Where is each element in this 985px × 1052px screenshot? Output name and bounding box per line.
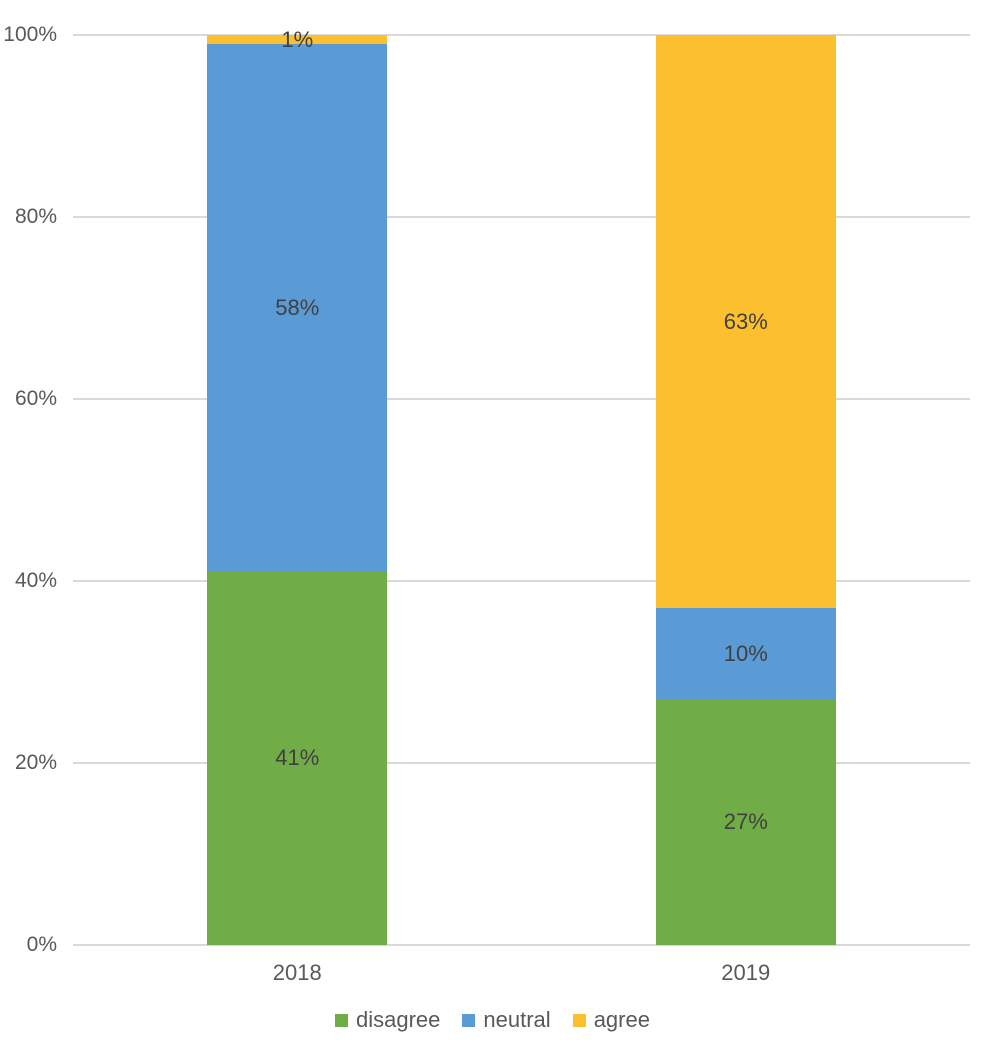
- y-tick-label: 60%: [14, 387, 57, 410]
- bar-segment-neutral: [655, 608, 836, 700]
- gridline: [73, 34, 970, 36]
- x-category-label: 2019: [721, 960, 771, 985]
- legend-label: disagree: [356, 1007, 441, 1032]
- y-tick-label: 40%: [14, 569, 57, 592]
- segment-data-label: 63%: [723, 308, 768, 334]
- x-category-label: 2018: [272, 960, 322, 985]
- segment-data-label: 1%: [281, 26, 314, 52]
- y-tick-label: 20%: [14, 751, 57, 774]
- gridline: [73, 398, 970, 400]
- bar-segment-neutral: [207, 44, 388, 572]
- legend-item-neutral: neutral: [462, 1006, 551, 1034]
- gridline: [73, 762, 970, 764]
- bar-segment-agree: [207, 35, 388, 45]
- legend: disagree neutral agree: [0, 1006, 985, 1034]
- legend-swatch-icon: [335, 1013, 349, 1027]
- bar-segment-agree: [655, 35, 836, 609]
- y-tick-label: 0%: [26, 933, 57, 956]
- legend-swatch-icon: [572, 1013, 586, 1027]
- bar-segment-disagree: [207, 571, 388, 945]
- bar-segment-disagree: [655, 699, 836, 945]
- gridline: [73, 216, 970, 218]
- legend-swatch-icon: [462, 1013, 476, 1027]
- segment-data-label: 27%: [723, 809, 768, 835]
- legend-item-disagree: disagree: [335, 1006, 440, 1034]
- legend-item-agree: agree: [572, 1006, 650, 1034]
- gridline: [73, 580, 970, 582]
- segment-data-label: 41%: [275, 745, 320, 771]
- gridline: [73, 944, 970, 946]
- y-tick-label: 100%: [3, 23, 57, 46]
- legend-label: neutral: [483, 1007, 551, 1032]
- y-tick-label: 80%: [14, 205, 57, 228]
- segment-data-label: 58%: [275, 295, 320, 320]
- legend-label: agree: [593, 1007, 650, 1032]
- segment-data-label: 10%: [723, 640, 768, 666]
